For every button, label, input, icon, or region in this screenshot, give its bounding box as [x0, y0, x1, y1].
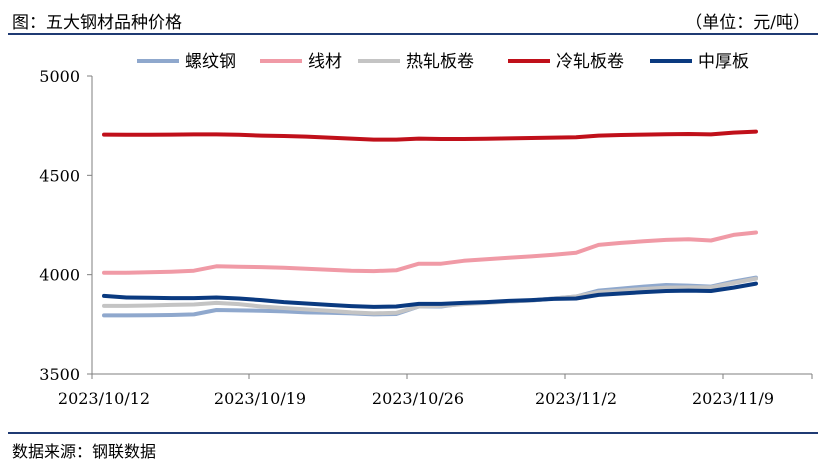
bottom-rule: [8, 432, 818, 434]
legend-label: 线材: [308, 52, 342, 72]
chart-header: 图：五大钢材品种价格 （单位：元/吨）: [8, 4, 818, 34]
x-tick-label: 2023/10/12: [58, 389, 150, 408]
legend-label: 热轧板卷: [406, 52, 474, 72]
series-line: [102, 281, 758, 309]
legend-label: 中厚板: [698, 52, 749, 72]
series-line: [102, 276, 758, 316]
x-tick-label: 2023/11/9: [692, 389, 774, 408]
data-source: 数据来源：钢联数据: [12, 442, 157, 461]
series-line: [102, 129, 758, 142]
y-tick-label: 4500: [39, 166, 80, 185]
x-tick-label: 2023/11/2: [535, 389, 617, 408]
chart-title: 图：五大钢材品种价格: [12, 13, 182, 33]
x-tick-label: 2023/10/26: [372, 389, 464, 408]
y-tick-label: 5000: [39, 67, 80, 86]
x-tick-label: 2023/10/19: [214, 389, 306, 408]
y-tick-label: 3500: [39, 365, 80, 384]
legend-label: 冷轧板卷: [556, 52, 624, 72]
legend-label: 螺纹钢: [185, 52, 236, 72]
top-rule: [8, 33, 818, 35]
y-tick-label: 4000: [39, 266, 80, 285]
unit-label: （单位：元/吨）: [685, 13, 810, 33]
line-chart: 3500 4000 4500 5000 2023/10/12 2023/10/19 2023…: [39, 52, 813, 408]
series-line: [102, 230, 758, 275]
